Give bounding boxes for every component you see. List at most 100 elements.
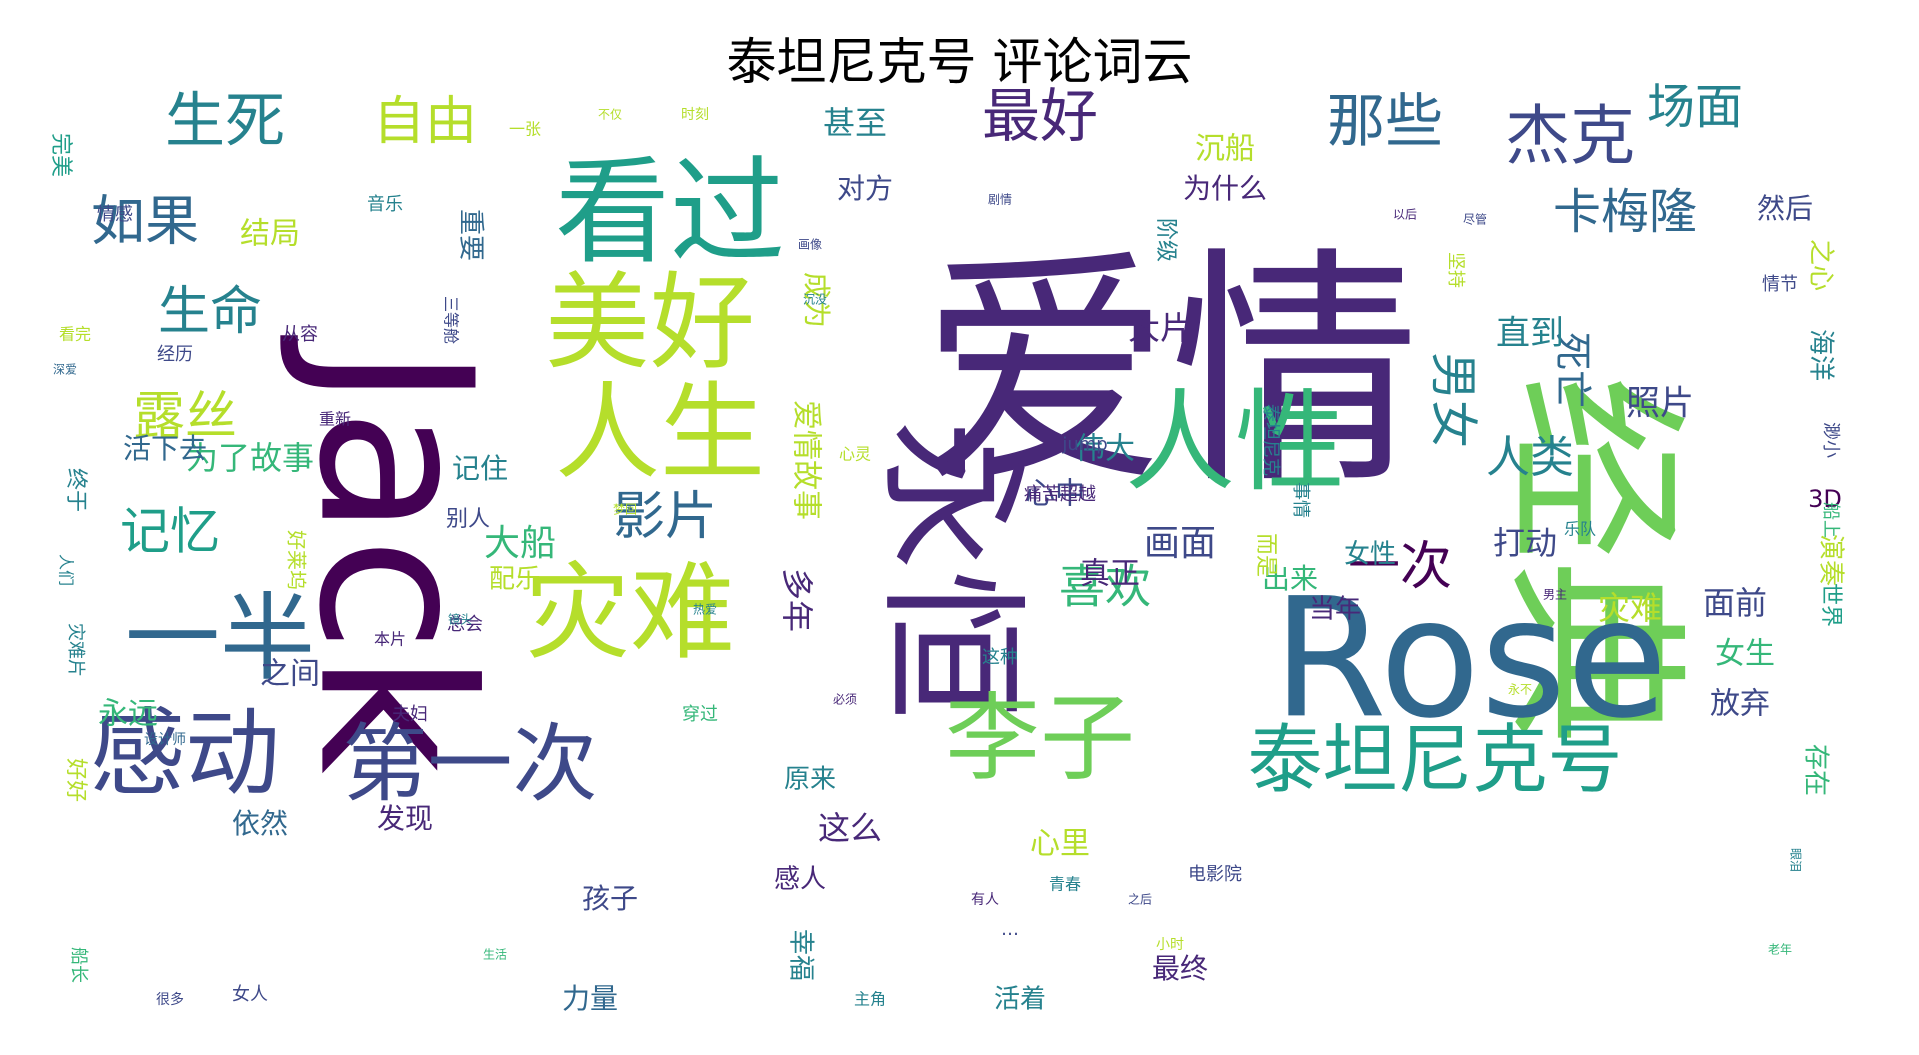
word-58: 对方 bbox=[837, 172, 893, 205]
word-17: 那些 bbox=[1327, 87, 1443, 155]
word-39: 面前 bbox=[1703, 584, 1767, 622]
word-7: 美好 bbox=[545, 262, 755, 384]
word-124: 尽管 bbox=[1463, 212, 1487, 227]
word-27: 喜欢 bbox=[1059, 560, 1151, 614]
word-97: 女人 bbox=[232, 984, 268, 1005]
word-42: 心中 bbox=[1025, 477, 1085, 512]
word-131: 热爱 bbox=[693, 603, 717, 617]
word-12: 感动 bbox=[90, 699, 280, 809]
word-104: 设计师 bbox=[144, 732, 186, 748]
word-53: 海洋 bbox=[1806, 329, 1836, 381]
word-60: 结局 bbox=[240, 217, 300, 252]
word-113: 重新 bbox=[319, 410, 351, 429]
word-137: 老年 bbox=[1768, 943, 1792, 957]
word-88: 音乐 bbox=[367, 194, 403, 215]
word-69: 配乐 bbox=[489, 565, 541, 595]
word-5: 看过 bbox=[555, 146, 785, 280]
word-26: 记忆 bbox=[120, 503, 220, 561]
word-4: 永恒 bbox=[863, 420, 1037, 720]
word-127: 深爱 bbox=[53, 363, 77, 377]
word-48: 放弃 bbox=[1710, 687, 1770, 722]
word-3: Rose bbox=[1272, 562, 1668, 754]
word-130: 三等舱 bbox=[442, 296, 461, 344]
word-51: 3D bbox=[1808, 485, 1842, 513]
word-78: 幸福 bbox=[786, 929, 816, 981]
word-98: 主角 bbox=[854, 990, 886, 1009]
word-61: 重要 bbox=[456, 209, 486, 261]
word-73: 发现 bbox=[377, 802, 433, 835]
word-22: 生命 bbox=[158, 282, 262, 342]
word-37: 打动 bbox=[1493, 524, 1557, 562]
word-86: 完美 bbox=[48, 133, 73, 177]
word-35: 大船 bbox=[484, 523, 556, 564]
word-120: 时刻 bbox=[681, 107, 709, 123]
word-134: 镜头 bbox=[448, 612, 472, 627]
word-93: 而是 bbox=[1253, 533, 1278, 577]
word-79: 力量 bbox=[562, 982, 618, 1015]
word-82: 活着 bbox=[994, 985, 1046, 1015]
word-1: Jack bbox=[272, 335, 517, 774]
word-65: 多年 bbox=[778, 568, 816, 632]
word-77: 孩子 bbox=[582, 882, 638, 915]
word-30: 人类 bbox=[1486, 432, 1574, 483]
word-34: 为了故事 bbox=[186, 439, 314, 477]
word-10: 一半 bbox=[125, 584, 315, 694]
word-129: 好莱坞 bbox=[285, 530, 309, 590]
word-84: 好好 bbox=[63, 758, 88, 802]
word-112: 经历 bbox=[157, 344, 193, 365]
word-49: 存在 bbox=[1801, 744, 1831, 796]
word-55: 沉船 bbox=[1195, 132, 1255, 167]
word-15: 杰克 bbox=[1505, 99, 1635, 174]
word-115: 男主 bbox=[1543, 588, 1567, 602]
word-9: 人生 bbox=[555, 372, 765, 494]
word-14: 泰坦尼克号 bbox=[1247, 716, 1622, 804]
word-80: 心里 bbox=[1030, 827, 1090, 862]
word-24: 露丝 bbox=[133, 387, 237, 447]
word-52: 演奏 bbox=[1816, 534, 1846, 586]
word-109: 这种 bbox=[982, 647, 1018, 668]
word-101: 青春 bbox=[1049, 875, 1081, 894]
word-72: 依然 bbox=[232, 807, 288, 840]
word-64: 爱情故事 bbox=[789, 400, 824, 520]
word-136: 永不 bbox=[1508, 683, 1532, 697]
word-114: 乐队 bbox=[1564, 520, 1596, 539]
word-57: 甚至 bbox=[823, 104, 887, 142]
word-13: 第一次 bbox=[342, 715, 597, 814]
word-50: 世界 bbox=[1818, 583, 1843, 627]
word-139: 眼泪 bbox=[1789, 848, 1803, 872]
word-128: 人们 bbox=[57, 554, 76, 586]
word-132: 必须 bbox=[833, 693, 857, 707]
word-107: 有人 bbox=[971, 892, 999, 908]
word-59: 然后 bbox=[1757, 192, 1813, 225]
word-96: 心灵 bbox=[839, 445, 871, 464]
word-0: 爱情 bbox=[920, 226, 1420, 517]
word-54: 之心 bbox=[1806, 239, 1836, 291]
word-45: 女性 bbox=[1344, 540, 1396, 570]
word-123: 以后 bbox=[1393, 208, 1417, 222]
word-118: 一张 bbox=[509, 120, 541, 139]
word-100: 很多 bbox=[156, 991, 184, 1008]
word-81: 最终 bbox=[1152, 952, 1208, 985]
word-43: 真正 bbox=[1080, 557, 1140, 592]
word-119: 不仅 bbox=[598, 108, 622, 122]
word-111: 从容 bbox=[282, 324, 318, 345]
word-74: 原来 bbox=[784, 765, 836, 795]
word-29: 男女 bbox=[1425, 352, 1481, 448]
word-56: 为什么 bbox=[1183, 172, 1267, 205]
word-117: 船上 bbox=[1820, 502, 1841, 538]
word-126: 看完 bbox=[59, 325, 91, 344]
word-91: 泰坦尼克 bbox=[1260, 404, 1281, 476]
word-116: 渺小 bbox=[1820, 422, 1841, 458]
word-16: 生死 bbox=[165, 87, 285, 157]
word-140: … bbox=[1001, 919, 1019, 940]
word-133: 梦回 bbox=[613, 503, 637, 517]
word-63: 成为 bbox=[800, 272, 833, 328]
word-121: 剧情 bbox=[988, 193, 1012, 207]
word-25: 影片 bbox=[613, 487, 717, 547]
word-28: 一次 bbox=[1348, 537, 1452, 597]
word-99: 船长 bbox=[68, 947, 89, 983]
word-23: 自由 bbox=[373, 92, 477, 152]
word-122: 沉没 bbox=[803, 292, 827, 307]
word-76: 感人 bbox=[774, 865, 826, 895]
